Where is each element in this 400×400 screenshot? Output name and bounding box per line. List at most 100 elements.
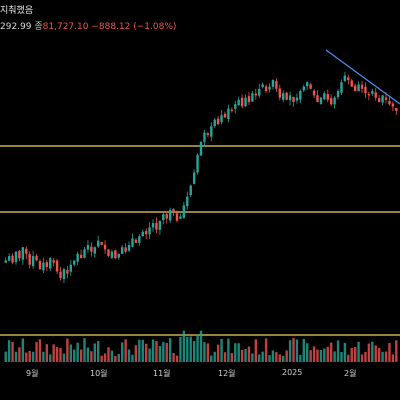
candle-body <box>31 256 35 267</box>
candle-body <box>151 223 155 228</box>
candle-body <box>141 231 144 237</box>
volume-bar <box>199 330 203 362</box>
volume-bar <box>364 351 367 362</box>
volume-bar <box>42 351 45 362</box>
candle-body <box>288 95 292 101</box>
volume-bar <box>14 351 18 362</box>
candle-body <box>192 172 196 184</box>
candle-body <box>110 251 114 258</box>
volume-bar <box>264 338 268 362</box>
volume-bar <box>261 351 264 362</box>
volume-bar <box>350 347 353 362</box>
candle-body <box>384 97 388 100</box>
volume-bar <box>127 349 131 362</box>
candle-body <box>203 132 206 142</box>
candle-body <box>278 88 281 98</box>
volume-bar <box>73 349 76 362</box>
candle-body <box>162 214 165 221</box>
candle-body <box>254 93 258 96</box>
candle-body <box>329 98 333 105</box>
volume-bar <box>121 342 124 362</box>
candle-body <box>210 126 213 137</box>
volume-bar <box>172 352 175 362</box>
volume-bar <box>165 343 168 362</box>
volume-bar <box>4 351 7 362</box>
candle-body <box>216 118 220 124</box>
candle-body <box>326 94 329 100</box>
volume-bar <box>49 354 52 362</box>
x-tick-label: 12월 <box>218 369 236 378</box>
x-tick-label: 10월 <box>90 369 108 378</box>
candle-body <box>240 97 244 107</box>
volume-bar <box>251 353 254 362</box>
x-tick-label: 2월 <box>344 369 357 378</box>
candle-body <box>76 253 79 262</box>
candle-body <box>158 220 162 230</box>
volume-bar <box>244 348 247 362</box>
candle-body <box>206 133 210 135</box>
candle-body <box>220 115 223 123</box>
volume-bar <box>162 341 165 362</box>
volume-bar <box>357 341 360 362</box>
volume-bar <box>83 338 86 362</box>
candle-body <box>168 209 172 221</box>
candle-body <box>66 270 69 274</box>
volume-bar <box>258 354 261 362</box>
volume-bar <box>329 342 333 362</box>
candle-body <box>117 253 120 258</box>
volume-bar <box>323 348 326 362</box>
candle-body <box>25 248 28 254</box>
volume-bar <box>55 347 59 362</box>
volume-bar <box>7 340 11 362</box>
volume-bar <box>288 340 292 362</box>
volume-bar <box>306 343 309 362</box>
candle-body <box>62 269 66 280</box>
volume-bar <box>93 343 96 362</box>
volume-bar <box>391 354 395 362</box>
candle-body <box>333 97 336 105</box>
candle-body <box>312 90 316 96</box>
volume-bar <box>114 355 117 362</box>
volume-bar <box>319 350 323 362</box>
volume-bar <box>268 355 271 362</box>
volume-bar <box>240 349 244 362</box>
volume-bar <box>186 336 189 362</box>
volume-bar <box>292 338 295 362</box>
candle-body <box>114 250 117 259</box>
x-axis <box>0 360 400 400</box>
volume-bar <box>227 338 230 362</box>
candle-body <box>391 103 395 107</box>
candle-body <box>336 91 340 98</box>
volume-bar <box>282 355 285 362</box>
volume-bar <box>247 346 251 362</box>
candle-body <box>360 84 364 89</box>
candle-body <box>182 205 186 218</box>
candle-body <box>59 271 62 278</box>
volume-bar <box>62 353 66 362</box>
volume-bar <box>151 339 155 362</box>
candle-body <box>73 260 76 265</box>
candle-body <box>14 251 18 262</box>
candle-body <box>316 95 319 102</box>
candle-body <box>52 260 55 263</box>
volume-bar <box>254 339 258 362</box>
volume-bar <box>21 338 25 362</box>
volume-bar <box>90 351 93 362</box>
candle-body <box>247 96 251 102</box>
volume-bar <box>271 350 275 362</box>
volume-bar <box>18 347 21 362</box>
volume-bar <box>31 351 35 362</box>
candle-body <box>381 95 384 103</box>
candle-body <box>323 93 326 100</box>
candle-body <box>306 82 309 87</box>
volume-bar <box>131 354 134 362</box>
candle-body <box>264 86 268 91</box>
trend-line <box>325 49 400 105</box>
candle-body <box>347 77 350 80</box>
volume-bar <box>395 340 398 362</box>
volume-bar <box>213 351 216 362</box>
candle-body <box>353 85 357 91</box>
candle-body <box>285 92 288 100</box>
volume-bar <box>189 336 192 362</box>
